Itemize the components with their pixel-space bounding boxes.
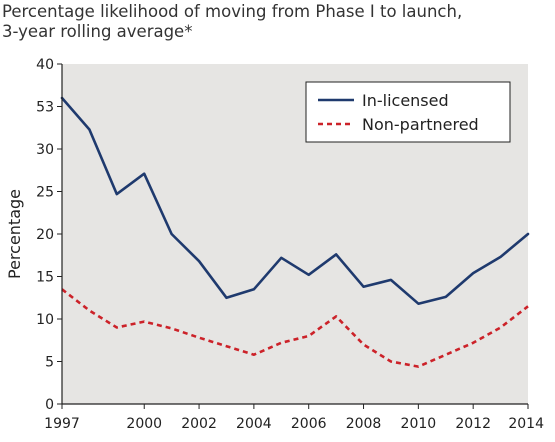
series-line-non-partnered (61, 288, 529, 368)
x-axis-ticks: 1997 2000 2002 2004 2006 2008 2010 2012 2014 (44, 404, 544, 432)
legend-label-in-licensed: In-licensed (362, 91, 449, 110)
y-axis-ticks: 0 5 10 15 20 25 30 53 40 (36, 57, 62, 413)
series-line-in-licensed (60, 96, 530, 306)
y-tick-label: 0 (45, 397, 54, 413)
x-tick-label: 2006 (291, 416, 327, 432)
x-tick-label: 2004 (236, 416, 272, 432)
legend-box (305, 81, 511, 143)
y-tick-label: 15 (36, 270, 54, 286)
chart-title-line-1: Percentage likelihood of moving from Pha… (2, 2, 463, 21)
x-tick-label: 2010 (401, 416, 437, 432)
x-tick-label: 2000 (126, 416, 162, 432)
x-tick-label: 2002 (181, 416, 217, 432)
y-tick-label: 53 (36, 100, 54, 116)
legend: In-licensed Non-partnered (305, 81, 511, 143)
y-tick-label: 30 (36, 142, 54, 158)
y-tick-label: 25 (36, 185, 54, 201)
x-tick-label: 2012 (455, 416, 491, 432)
chart-title-line-2: 3-year rolling average* (2, 22, 193, 41)
y-tick-label: 40 (36, 57, 54, 73)
chart-title: Percentage likelihood of moving from Pha… (2, 2, 462, 42)
x-tick-label: 1997 (44, 416, 80, 432)
y-tick-label: 5 (45, 355, 54, 371)
x-tick-label: 2014 (508, 416, 544, 432)
series-layer (60, 96, 530, 368)
legend-label-non-partnered: Non-partnered (362, 115, 479, 134)
x-tick-label: 2008 (346, 416, 382, 432)
y-axis-title: Percentage (5, 189, 24, 279)
y-tick-label: 10 (36, 312, 54, 328)
y-tick-label: 20 (36, 227, 54, 243)
